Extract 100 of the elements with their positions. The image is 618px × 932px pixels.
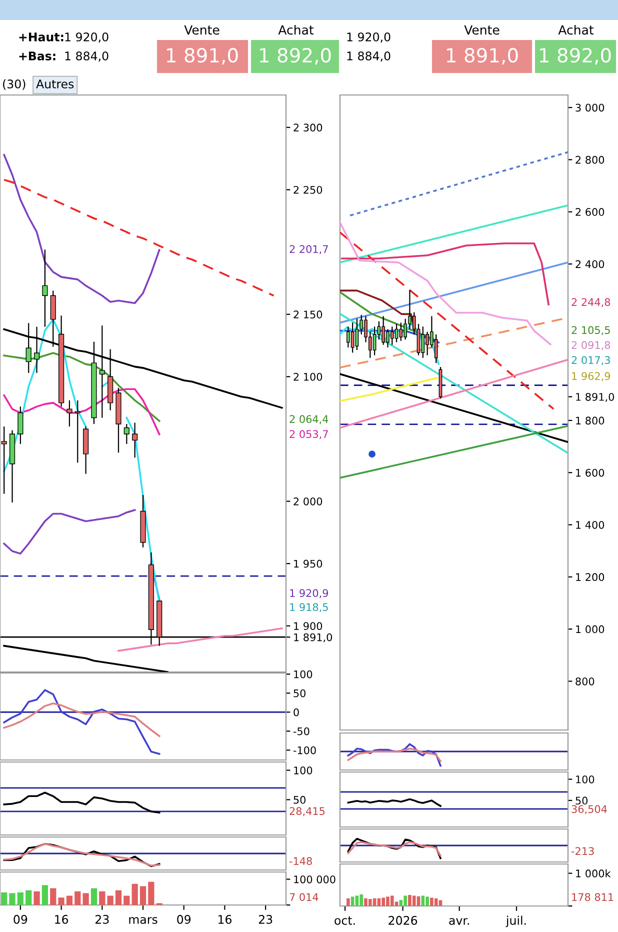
x-tick-label: 23 bbox=[95, 914, 109, 924]
bar bbox=[132, 884, 138, 905]
bar bbox=[140, 886, 146, 905]
text: 1 920,0 bbox=[347, 32, 390, 43]
candlestick bbox=[372, 326, 376, 356]
x-tick-label: juil. bbox=[506, 916, 526, 928]
line-series bbox=[3, 178, 275, 297]
line-series bbox=[3, 644, 168, 672]
bar bbox=[34, 891, 40, 905]
candlestick bbox=[390, 326, 394, 346]
bar bbox=[90, 888, 98, 905]
candlestick bbox=[66, 400, 72, 428]
y-tick-label: 1 800 bbox=[576, 416, 604, 425]
text: 2 105,5 bbox=[572, 326, 610, 336]
candlestick bbox=[382, 316, 386, 346]
bar bbox=[50, 888, 56, 905]
candlestick bbox=[74, 400, 80, 464]
text: -148 bbox=[290, 857, 312, 866]
candlestick bbox=[399, 322, 403, 342]
line-series bbox=[340, 222, 552, 346]
y-tick-label: -100 bbox=[293, 746, 316, 754]
text: 28,415 bbox=[290, 807, 325, 816]
y-tick-label: 1 600 bbox=[576, 468, 604, 477]
y-tick-label: 0 bbox=[294, 708, 299, 716]
bar bbox=[430, 898, 434, 906]
bar bbox=[82, 893, 89, 905]
y-tick-label: 800 bbox=[576, 677, 594, 686]
text: 178 811 bbox=[572, 893, 614, 902]
text: 36,504 bbox=[572, 805, 607, 814]
y-tick-label: 1 000 bbox=[576, 625, 604, 634]
line-series bbox=[3, 689, 160, 755]
candlestick bbox=[421, 326, 425, 358]
text: Autres bbox=[36, 80, 74, 88]
y-tick-label: 50 bbox=[576, 796, 588, 805]
x-tick-label: 2026 bbox=[388, 916, 418, 925]
text: 1 884,0 bbox=[65, 51, 108, 62]
text: 1 892,0 bbox=[540, 48, 611, 65]
y-tick-label: -50 bbox=[293, 727, 310, 736]
y-tick-label: 2 150 bbox=[294, 310, 322, 318]
x-tick-label: 09 bbox=[14, 914, 28, 924]
candlestick bbox=[355, 318, 359, 351]
x-tick-label: mars bbox=[129, 917, 158, 924]
y-tick-label: 100 bbox=[294, 670, 312, 678]
text: +Bas: bbox=[19, 52, 56, 60]
candlestick bbox=[350, 322, 354, 354]
bar bbox=[421, 896, 425, 906]
y-tick-label: 1 891,0 bbox=[294, 633, 332, 642]
text: 2 091,8 bbox=[572, 341, 610, 350]
bar bbox=[399, 900, 403, 906]
y-tick-label: 50 bbox=[294, 689, 306, 698]
x-tick-label: 16 bbox=[218, 914, 232, 924]
y-tick-label: 1 900 bbox=[294, 622, 322, 630]
y-tick-label: 1 950 bbox=[294, 560, 322, 568]
bar bbox=[390, 896, 394, 906]
bar bbox=[115, 890, 122, 905]
text: 7 014 bbox=[290, 893, 318, 902]
line-series bbox=[3, 792, 160, 814]
line-series bbox=[3, 154, 160, 304]
y-tick-label: 2 600 bbox=[576, 208, 604, 216]
line-series bbox=[340, 242, 550, 306]
text: 1 920,0 bbox=[65, 32, 108, 43]
line-series bbox=[347, 798, 442, 807]
candlestick bbox=[1, 426, 7, 494]
text: 1 920,9 bbox=[290, 589, 328, 598]
y-tick-label: 100 000 bbox=[294, 875, 336, 884]
y-tick-label: 1 000k bbox=[576, 869, 611, 878]
y-tick-label: 50 bbox=[294, 796, 306, 804]
text: 2 201,7 bbox=[290, 245, 328, 254]
y-tick-label: 1 400 bbox=[576, 520, 604, 529]
bar bbox=[346, 898, 350, 906]
bar bbox=[74, 891, 81, 905]
text: 1 918,5 bbox=[290, 603, 328, 612]
line-series bbox=[340, 377, 438, 402]
text: 2 244,8 bbox=[572, 298, 610, 308]
text: 2 053,7 bbox=[290, 430, 328, 440]
y-tick-label: 2 800 bbox=[576, 156, 604, 164]
text: 2 017,3 bbox=[572, 356, 610, 366]
candlestick bbox=[132, 422, 138, 458]
y-tick-label: 100 bbox=[576, 775, 594, 784]
bar bbox=[58, 898, 64, 905]
bar bbox=[66, 896, 73, 905]
candlestick bbox=[434, 334, 438, 364]
text: 1 892,0 bbox=[260, 48, 331, 65]
text: -213 bbox=[572, 847, 594, 856]
y-tick-label: 2 000 bbox=[294, 497, 322, 506]
candlestick bbox=[18, 406, 24, 444]
text: 1 884,0 bbox=[347, 51, 390, 62]
text: 1 891,0 bbox=[167, 48, 238, 65]
y-tick-label: 2 400 bbox=[576, 260, 604, 268]
candlestick bbox=[42, 248, 48, 328]
bar bbox=[360, 894, 364, 906]
text: +Haut: bbox=[19, 32, 64, 42]
bar bbox=[42, 885, 48, 905]
x-tick-label: avr. bbox=[449, 918, 469, 925]
y-tick-label: 2 300 bbox=[294, 124, 322, 132]
y-tick-label: 2 100 bbox=[294, 372, 322, 381]
bar bbox=[404, 896, 407, 906]
text: Achat bbox=[278, 24, 314, 35]
text: Vente bbox=[464, 25, 500, 35]
bar bbox=[1, 892, 8, 905]
